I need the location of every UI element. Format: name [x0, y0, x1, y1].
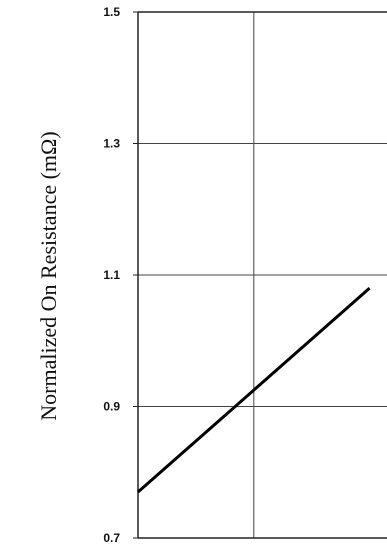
y-tick-label: 0.7	[103, 531, 120, 545]
y-tick-label: 1.5	[103, 5, 120, 19]
y-tick-label: 0.9	[103, 400, 120, 414]
y-tick-label: 1.1	[103, 268, 120, 282]
series-line	[137, 286, 371, 494]
series-layer	[137, 286, 371, 494]
y-axis-title: Normalized On Resistance (mΩ)	[36, 131, 61, 420]
y-tick-label: 1.3	[103, 137, 120, 151]
axis-layer	[133, 11, 387, 539]
grid-layer	[138, 12, 387, 538]
label-layer: 1.5 1.3 1.1 0.9 0.7	[103, 5, 120, 545]
